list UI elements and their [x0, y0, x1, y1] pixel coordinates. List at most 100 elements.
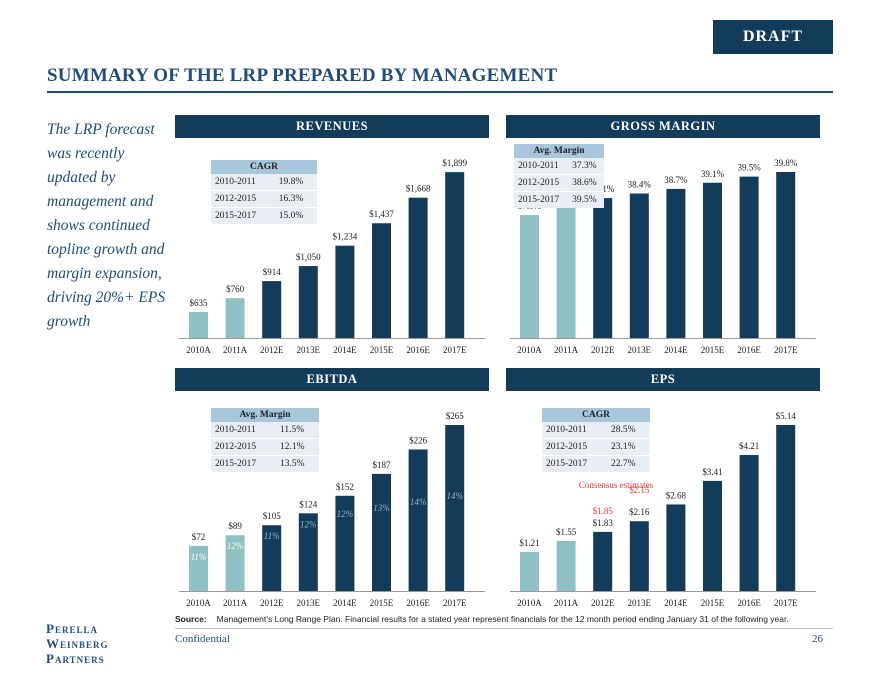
gross-margin-table-value: 39.5%	[568, 191, 604, 208]
ebitda-data-label: $89	[228, 521, 242, 531]
revenues-table-header: CAGR	[211, 160, 317, 174]
ebitda-data-label: $124	[299, 499, 318, 509]
revenues-cagr-table: CAGR 2010-2011 19.8% 2012-2015 16.3% 2015-…	[211, 160, 317, 224]
logo-line: Partners	[46, 651, 105, 666]
eps-table-header: CAGR	[542, 408, 650, 422]
gross_margin-x-tick-label: 2013E	[628, 345, 652, 355]
eps-consensus-title: Consensus estimates	[579, 480, 654, 490]
revenues-table-period: 2012-2015	[211, 190, 275, 208]
gross_margin-x-tick-label: 2014E	[664, 345, 688, 355]
ebitda-data-label: $152	[336, 482, 354, 492]
gross_margin-bar	[556, 204, 576, 338]
eps-x-tick-label: 2015E	[701, 598, 725, 608]
eps-bar	[520, 551, 539, 591]
ebitda-margin-table: Avg. Margin 2010-2011 11.5% 2012-2015 12.1…	[211, 408, 319, 472]
revenues-bar	[445, 172, 465, 338]
eps-data-label: $2.16	[629, 507, 650, 517]
eps-bar	[776, 425, 796, 591]
eps-consensus-label: $1.85	[593, 506, 614, 516]
ebitda-x-tick-label: 2017E	[443, 598, 467, 608]
revenues-data-label: $914	[263, 267, 282, 277]
gross_margin-x-tick-label: 2016E	[737, 345, 761, 355]
gross_margin-x-tick-label: 2015E	[701, 345, 725, 355]
gross_margin-x-tick-label: 2010A	[517, 345, 542, 355]
ebitda-bar	[262, 525, 282, 591]
ebitda-x-tick-label: 2016E	[406, 598, 430, 608]
eps-panel-title: EPS	[506, 368, 820, 391]
revenues-data-label: $635	[190, 298, 209, 308]
ebitda-table-period: 2015-2017	[211, 455, 276, 472]
eps-x-tick-label: 2016E	[737, 598, 761, 608]
eps-data-label: $3.41	[702, 467, 722, 477]
eps-bar	[666, 504, 686, 591]
eps-data-label: $4.21	[739, 441, 759, 451]
ebitda-bar	[445, 425, 465, 591]
gross-margin-panel: GROSS MARGIN 2010A37.0%2011A37.7%2012E38…	[506, 115, 820, 355]
ebitda-margin-label: 14%	[410, 497, 427, 507]
ebitda-table-value: 11.5%	[275, 422, 319, 439]
revenues-data-label: $1,050	[296, 252, 321, 262]
ebitda-margin-label: 11%	[191, 552, 207, 562]
ebitda-table-value: 13.5%	[275, 455, 319, 472]
ebitda-table-period: 2010-2011	[211, 422, 276, 439]
gross-margin-table-period: 2010-2011	[514, 158, 569, 175]
revenues-bar	[225, 298, 245, 338]
ebitda-x-tick-label: 2014E	[333, 598, 357, 608]
eps-bar	[556, 540, 576, 591]
eps-data-label: $5.14	[776, 411, 797, 421]
eps-x-tick-label: 2017E	[774, 598, 798, 608]
ebitda-panel: EBITDA 2010A $72 11% 2011A $89 12% 2012E $105 11…	[175, 368, 489, 608]
eps-x-tick-label: 2013E	[628, 598, 652, 608]
eps-data-label: $2.68	[666, 490, 687, 500]
gross_margin-bar	[703, 182, 722, 338]
eps-bar	[629, 521, 649, 591]
revenues-x-tick-label: 2015E	[370, 345, 394, 355]
ebitda-data-label: $105	[263, 511, 282, 521]
gross_margin-data-label: 38.4%	[628, 180, 652, 190]
page-number: 26	[812, 633, 823, 645]
page-title: SUMMARY OF THE LRP PREPARED BY MANAGEMEN…	[47, 65, 558, 86]
gross_margin-bar	[739, 176, 759, 338]
revenues-table-value: 15.0%	[274, 207, 317, 224]
eps-x-tick-label: 2011A	[554, 598, 579, 608]
revenues-chart: 2010A $635 2011A $760 2012E $914 2013E $1,050 20…	[179, 158, 485, 355]
gross_margin-x-tick-label: 2011A	[554, 345, 579, 355]
gross_margin-bar	[593, 198, 613, 338]
revenues-x-tick-label: 2013E	[297, 345, 321, 355]
revenues-data-label: $1,234	[333, 232, 358, 242]
revenues-bar	[372, 223, 391, 338]
gross_margin-bar	[776, 172, 796, 338]
confidential-label: Confidential	[175, 633, 230, 645]
revenues-x-tick-label: 2014E	[333, 345, 357, 355]
revenues-data-label: $760	[226, 284, 245, 294]
ebitda-margin-label: 11%	[264, 531, 280, 541]
ebitda-bar	[408, 449, 428, 591]
revenues-data-label: $1,899	[442, 158, 467, 168]
title-rule	[47, 91, 833, 93]
ebitda-data-label: $265	[446, 411, 465, 421]
gross-margin-table: Avg. Margin 2010-2011 37.3% 2012-2015 38.6…	[514, 144, 604, 208]
eps-data-label: $1.21	[519, 538, 539, 548]
ebitda-margin-label: 13%	[373, 503, 390, 513]
revenues-table-value: 16.3%	[274, 190, 317, 208]
revenues-bar	[335, 245, 355, 338]
ebitda-bar	[225, 535, 245, 591]
gross-margin-table-value: 38.6%	[568, 174, 604, 192]
eps-bar	[739, 455, 759, 591]
revenues-table-value: 19.8%	[274, 174, 317, 191]
eps-table-period: 2015-2017	[542, 455, 607, 472]
eps-table-period: 2012-2015	[542, 438, 607, 456]
ebitda-margin-label: 12%	[337, 509, 354, 519]
ebitda-bar	[298, 513, 318, 591]
ebitda-table-header: Avg. Margin	[211, 408, 319, 422]
eps-table-value: 28.5%	[606, 422, 650, 439]
ebitda-margin-label: 14%	[446, 491, 463, 501]
revenues-table-period: 2010-2011	[211, 174, 275, 191]
gross_margin-data-label: 39.8%	[774, 158, 798, 168]
gross_margin-bar	[666, 188, 686, 338]
eps-panel: EPS 2010A $1.21 2011A $1.55 2012E $1.83 $1.85 2…	[506, 368, 820, 608]
revenues-panel: REVENUES 2010A $635 2011A $760 2012E $914 2013…	[175, 115, 489, 355]
ebitda-x-tick-label: 2010A	[186, 598, 211, 608]
eps-table-value: 22.7%	[606, 455, 650, 472]
company-logo: Perella Weinberg Partners	[46, 621, 109, 666]
